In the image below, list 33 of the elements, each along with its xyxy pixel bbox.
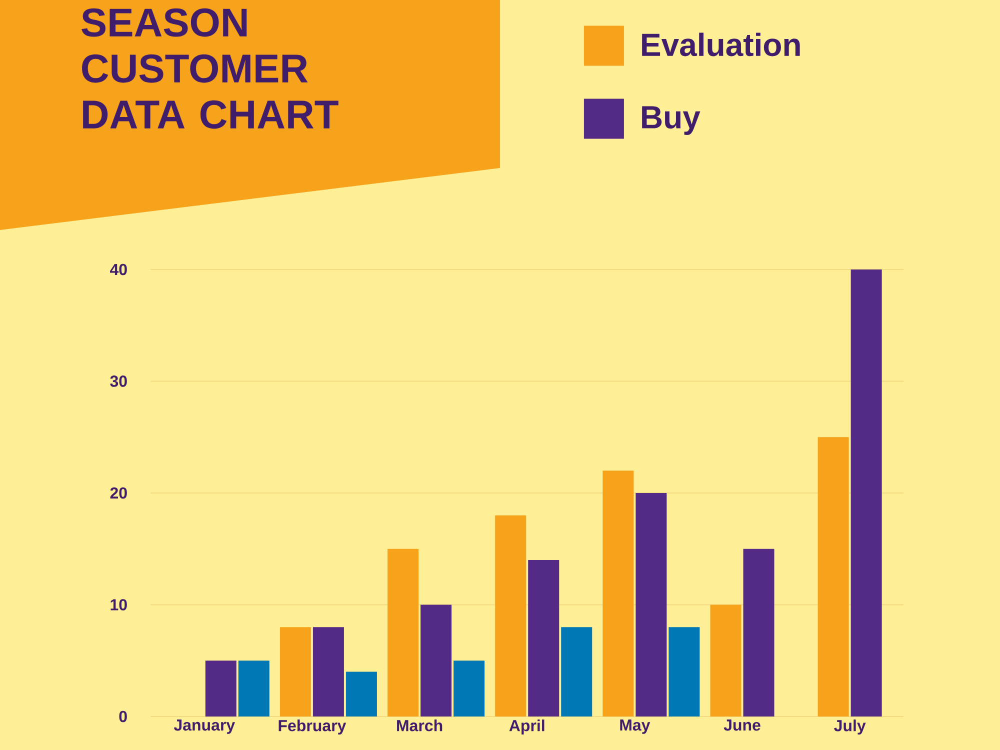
y-tick-label: 30 — [110, 376, 127, 387]
bar — [561, 627, 592, 716]
legend-label: Buy — [642, 106, 700, 135]
bar — [668, 627, 700, 716]
x-tick-label: February — [278, 720, 346, 734]
y-tick-label: 10 — [110, 599, 127, 610]
bar — [818, 437, 849, 716]
chart-title: SEASON CUSTOMER DATA CHART — [82, 8, 338, 129]
bar — [850, 269, 882, 716]
bar — [636, 492, 667, 716]
x-tick-label: June — [724, 720, 760, 731]
bar — [388, 548, 419, 716]
bar — [205, 660, 236, 716]
y-tick-label: 20 — [110, 487, 127, 499]
bar — [743, 548, 774, 716]
x-tick-label: January — [174, 720, 235, 734]
bar — [312, 627, 344, 716]
legend-label: Evaluation — [642, 32, 800, 56]
bar — [238, 660, 270, 716]
bar — [495, 515, 526, 716]
bar — [280, 627, 311, 716]
bar — [346, 672, 377, 716]
x-tick-label: May — [620, 720, 650, 734]
y-tick-label: 40 — [110, 264, 127, 276]
bar — [454, 660, 485, 716]
x-tick-label: April — [509, 720, 544, 734]
bar — [528, 560, 560, 716]
bar — [710, 604, 742, 716]
bar — [420, 604, 452, 716]
x-tick-label: March — [397, 720, 442, 732]
y-tick-label: 0 — [119, 710, 127, 722]
bar — [602, 470, 634, 716]
x-tick-label: July — [834, 720, 866, 734]
